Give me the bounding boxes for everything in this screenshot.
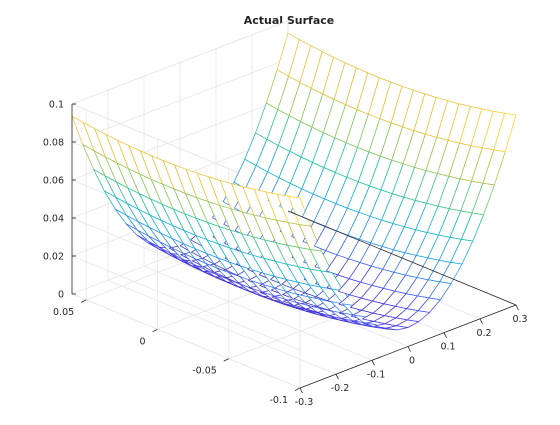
- surface-patch: [493, 112, 517, 152]
- y-tick-mark: [223, 358, 229, 362]
- y-tick-label: 0.05: [53, 307, 74, 318]
- x-tick-mark: [443, 332, 447, 338]
- grid-line: [107, 279, 337, 375]
- y-tick-mark: [81, 299, 87, 303]
- y-tick-mark: [294, 387, 301, 391]
- y-tick-label: -0.05: [192, 366, 217, 377]
- z-tick-label: 0: [58, 290, 64, 301]
- surface-mesh: [71, 32, 517, 331]
- box-edge: [71, 20, 289, 105]
- grid-line: [71, 293, 301, 389]
- grid-line: [71, 255, 301, 351]
- x-tick-mark: [299, 387, 303, 394]
- x-tick-mark: [515, 304, 519, 311]
- z-tick-label: 0.1: [49, 100, 64, 111]
- x-tick-label: -0.3: [295, 397, 314, 408]
- y-axis-line: [287, 210, 517, 306]
- x-tick-mark: [407, 346, 411, 352]
- y-tick-label: -0.1: [269, 395, 288, 406]
- z-tick-label: 0.02: [43, 252, 64, 263]
- y-tick-mark: [152, 328, 158, 333]
- x-tick-label: 0.1: [440, 342, 455, 353]
- x-tick-mark: [371, 360, 375, 366]
- x-tick-label: -0.2: [331, 383, 350, 394]
- grid-line: [143, 265, 373, 361]
- x-tick-label: 0.2: [476, 328, 491, 339]
- z-tick-label: 0.04: [43, 214, 64, 225]
- x-tick-label: 0: [409, 356, 415, 367]
- chart-title: Actual Surface: [244, 14, 335, 27]
- x-tick-label: 0.3: [512, 314, 527, 325]
- x-tick-mark: [479, 318, 483, 324]
- x-tick-label: -0.1: [367, 369, 386, 380]
- y-tick-label: 0: [139, 336, 145, 347]
- z-tick-label: 0.08: [43, 138, 64, 149]
- z-tick-label: 0.06: [43, 176, 64, 187]
- grid-line: [71, 58, 289, 143]
- axes: -0.3 -0.2 -0.1 0 0.1 0.2 0.3 -0.1 -0.05 0 0.05 0 0.0…: [43, 100, 528, 409]
- x-tick-mark: [335, 374, 339, 380]
